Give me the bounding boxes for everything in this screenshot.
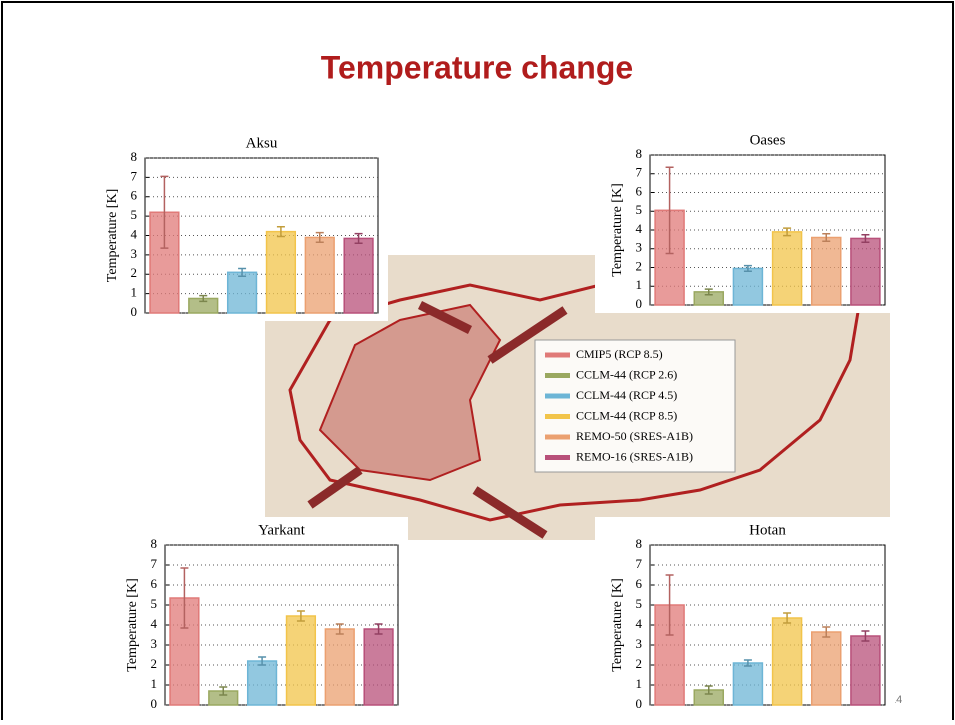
y-tick-label: 6 xyxy=(636,576,643,591)
y-axis-label: Temperature [K] xyxy=(610,578,625,671)
y-tick-label: 3 xyxy=(636,240,643,255)
bar xyxy=(812,632,841,705)
y-tick-label: 8 xyxy=(636,536,643,551)
slide-title: Temperature change xyxy=(321,49,633,85)
y-tick-label: 5 xyxy=(151,596,158,611)
y-tick-label: 3 xyxy=(636,636,643,651)
y-axis-label: Temperature [K] xyxy=(105,189,120,282)
y-tick-label: 2 xyxy=(131,265,138,280)
bar xyxy=(812,238,841,306)
y-tick-label: 4 xyxy=(151,616,158,631)
y-tick-label: 7 xyxy=(636,165,643,180)
bar xyxy=(773,618,802,705)
y-axis-label: Temperature [K] xyxy=(125,578,140,671)
y-tick-label: 7 xyxy=(131,168,138,183)
y-tick-label: 6 xyxy=(636,183,643,198)
y-tick-label: 8 xyxy=(636,146,643,161)
chart: Oases Temperature [K] 0 1 2 3 4 5 6 7 8 xyxy=(595,127,895,313)
y-tick-label: 0 xyxy=(151,696,158,711)
y-tick-label: 0 xyxy=(131,304,138,319)
y-tick-label: 2 xyxy=(151,656,158,671)
legend-label: CMIP5 (RCP 8.5) xyxy=(576,347,663,361)
y-tick-label: 2 xyxy=(636,656,643,671)
y-tick-label: 0 xyxy=(636,696,643,711)
bar xyxy=(267,232,296,313)
slide: Temperature change 1 4 CMIP5 (RCP 8.5) CCL… xyxy=(0,0,955,720)
y-tick-label: 4 xyxy=(131,226,138,241)
y-tick-label: 7 xyxy=(151,556,158,571)
y-tick-label: 7 xyxy=(636,556,643,571)
bar xyxy=(364,629,393,705)
y-tick-label: 5 xyxy=(636,202,643,217)
chart-title: Hotan xyxy=(749,522,786,538)
y-tick-label: 3 xyxy=(131,246,138,261)
bar xyxy=(325,629,354,705)
chart: Yarkant Temperature [K] 0 1 2 3 4 5 6 7 8 xyxy=(110,517,408,713)
y-tick-label: 1 xyxy=(151,676,158,691)
y-tick-label: 4 xyxy=(636,616,643,631)
page: {"title": "Temperature change", "page_nu… xyxy=(0,0,955,720)
legend-label: CCLM-44 (RCP 8.5) xyxy=(576,408,677,422)
y-tick-label: 1 xyxy=(636,676,643,691)
bar xyxy=(733,663,762,705)
chart: Aksu Temperature [K] 0 1 2 3 4 5 6 7 8 xyxy=(90,130,388,321)
y-tick-label: 0 xyxy=(636,296,643,311)
y-tick-label: 1 xyxy=(636,277,643,292)
chart: Hotan Temperature [K] 0 1 2 3 4 5 6 7 8 xyxy=(595,517,895,713)
bar xyxy=(851,636,880,705)
chart-title: Oases xyxy=(750,132,786,148)
chart-title: Aksu xyxy=(246,135,278,151)
chart-title: Yarkant xyxy=(258,522,306,538)
y-tick-label: 5 xyxy=(636,596,643,611)
bar xyxy=(287,616,316,705)
bar xyxy=(305,237,334,313)
bar xyxy=(851,238,880,305)
y-tick-label: 8 xyxy=(151,536,158,551)
legend-label: CCLM-44 (RCP 4.5) xyxy=(576,388,677,402)
y-tick-label: 6 xyxy=(151,576,158,591)
y-tick-label: 3 xyxy=(151,636,158,651)
y-tick-label: 5 xyxy=(131,207,138,222)
y-tick-label: 8 xyxy=(131,149,138,164)
y-axis-label: Temperature [K] xyxy=(610,183,625,276)
bar xyxy=(733,268,762,305)
bar xyxy=(228,272,257,313)
y-tick-label: 6 xyxy=(131,188,138,203)
bar xyxy=(344,238,373,313)
legend-label: REMO-16 (SRES-A1B) xyxy=(576,449,693,463)
y-tick-label: 2 xyxy=(636,258,643,273)
legend-label: CCLM-44 (RCP 2.6) xyxy=(576,367,677,381)
legend-label: REMO-50 (SRES-A1B) xyxy=(576,429,693,443)
y-tick-label: 4 xyxy=(636,221,643,236)
bar xyxy=(773,232,802,305)
y-tick-label: 1 xyxy=(131,285,138,300)
bar xyxy=(248,661,277,705)
